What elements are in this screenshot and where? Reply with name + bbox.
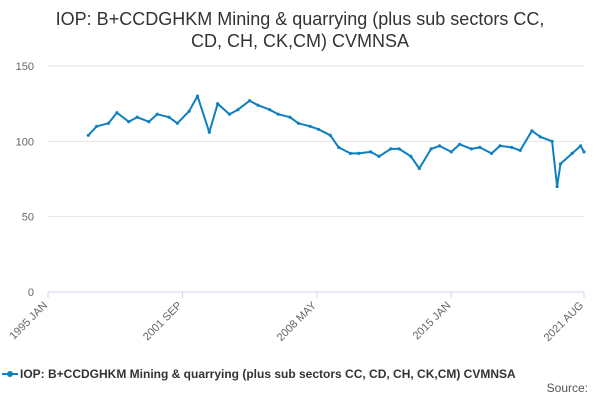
data-point (478, 145, 482, 149)
data-point (498, 144, 502, 148)
y-tick-label: 100 (16, 136, 34, 148)
x-tick-label: 2021 AUG (542, 300, 586, 344)
legend-series-symbol (2, 369, 18, 379)
data-point (276, 112, 280, 116)
data-point (570, 151, 574, 155)
chart-title-line-1: IOP: B+CCDGHKM Mining & quarrying (plus … (55, 9, 545, 29)
data-point (377, 154, 381, 158)
series-line (87, 95, 585, 188)
data-point (236, 108, 240, 112)
data-point (437, 144, 442, 148)
chart-legend[interactable]: IOP: B+CCDGHKM Mining & quarrying (plus … (0, 366, 600, 384)
data-point (337, 145, 341, 149)
y-tick-label: 0 (28, 287, 34, 299)
data-point (175, 121, 179, 125)
data-point (579, 144, 583, 148)
data-point (95, 124, 99, 128)
data-point (227, 112, 232, 116)
y-tick-label: 150 (16, 61, 34, 73)
data-point (167, 115, 171, 119)
data-point (429, 147, 433, 151)
data-point (348, 151, 352, 155)
data-point (458, 142, 462, 146)
y-tick-label: 50 (22, 212, 34, 224)
data-point (469, 147, 473, 151)
data-point (155, 112, 159, 116)
data-point (369, 150, 373, 154)
source-label: Source: (546, 381, 588, 395)
data-point (582, 150, 586, 154)
data-point (187, 109, 191, 113)
data-point (268, 108, 272, 112)
data-point (195, 94, 200, 98)
data-point (106, 121, 111, 125)
data-point (357, 151, 361, 155)
x-tick-label: 2008 MAY (275, 299, 320, 344)
data-point (115, 111, 119, 115)
x-tick-label: 2001 SEP (141, 300, 185, 344)
data-point (510, 145, 514, 149)
data-point (449, 150, 453, 154)
x-tick-label: 1995 JAN (7, 300, 50, 343)
data-point (409, 154, 413, 158)
data-point (558, 162, 563, 166)
data-point (518, 148, 522, 152)
data-point (389, 147, 393, 151)
x-tick-label: 2015 JAN (411, 300, 454, 343)
data-point (296, 121, 300, 125)
data-point (538, 135, 542, 139)
data-point (308, 124, 312, 128)
data-point (397, 147, 401, 151)
data-point (127, 120, 131, 124)
data-point (256, 103, 260, 107)
data-point (530, 129, 534, 133)
data-point (417, 166, 421, 171)
legend-marker-swatch (7, 370, 13, 377)
chart-title-line-2: CD, CH, CK,CM) CVMNSA (190, 31, 409, 51)
data-point (216, 102, 220, 106)
data-point (86, 133, 90, 137)
legend-series-label[interactable]: IOP: B+CCDGHKM Mining & quarrying (plus … (20, 366, 516, 381)
data-point (147, 120, 151, 124)
data-point (135, 115, 139, 119)
data-point (490, 151, 494, 155)
data-point (316, 127, 321, 131)
data-point (550, 139, 554, 143)
data-point (288, 115, 292, 119)
chart-title: IOP: B+CCDGHKM Mining & quarrying (plus … (0, 8, 600, 52)
data-point (555, 184, 559, 189)
data-point (328, 133, 332, 137)
data-point (248, 99, 252, 103)
data-point (207, 130, 211, 134)
